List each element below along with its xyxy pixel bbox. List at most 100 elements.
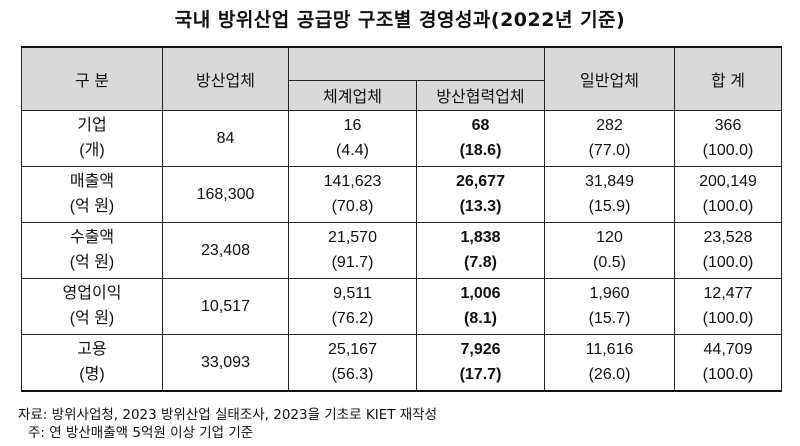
defense-cell: 23,408 bbox=[162, 221, 289, 279]
row-label-cell: 수출액 (억 원) bbox=[21, 221, 163, 279]
total-cell: 366 (100.0) bbox=[674, 109, 782, 167]
partner-cell-value: 7,926 bbox=[460, 341, 501, 358]
general-cell-sub: (77.0) bbox=[588, 142, 631, 159]
table-row: 수출액 (억 원) 23,408 21,570 (91.7) 1,838 (7.8) 120 (… bbox=[21, 221, 782, 279]
partner-cell-value: 1,006 bbox=[460, 285, 501, 302]
partner-cell: 1,006 (8.1) bbox=[416, 277, 545, 335]
general-cell-sub: (15.9) bbox=[588, 198, 631, 215]
partner-cell-value: 26,677 bbox=[456, 173, 505, 190]
general-cell-value: 11,616 bbox=[585, 341, 634, 358]
total-cell-value: 200,149 bbox=[699, 173, 757, 190]
partner-cell: 1,838 (7.8) bbox=[416, 221, 545, 279]
defense-cell: 33,093 bbox=[162, 333, 289, 391]
row-label-cell-sub: (억 원) bbox=[69, 198, 115, 215]
defense-cell: 84 bbox=[162, 109, 289, 167]
total-cell: 23,528 (100.0) bbox=[674, 221, 782, 279]
total-cell-value: 366 bbox=[714, 117, 742, 134]
header-total: 합 계 bbox=[674, 46, 782, 111]
general-cell: 1,960 (15.7) bbox=[544, 277, 675, 335]
defense-cell: 10,517 bbox=[162, 277, 289, 335]
table-row: 매출액 (억 원) 168,300 141,623 (70.8) 26,677 (13.3)… bbox=[21, 165, 782, 223]
row-label-cell: 기업 (개) bbox=[21, 109, 163, 167]
total-cell-sub: (100.0) bbox=[702, 142, 754, 159]
system-cell-value: 141,623 bbox=[323, 173, 382, 190]
row-label-cell-sub: (개) bbox=[79, 142, 105, 159]
total-cell-value: 23,528 bbox=[703, 229, 753, 246]
partner-cell-value: 68 bbox=[471, 117, 490, 134]
row-label-cell: 고용 (명) bbox=[21, 333, 163, 391]
system-cell-value: 21,570 bbox=[328, 229, 377, 246]
general-cell-sub: (0.5) bbox=[593, 254, 626, 271]
general-cell: 11,616 (26.0) bbox=[544, 333, 675, 391]
header-defense-group bbox=[288, 46, 545, 81]
system-cell-sub: (4.4) bbox=[336, 142, 369, 159]
criteria-note: 주: 연 방산매출액 5억원 이상 기업 기준 bbox=[28, 425, 254, 441]
footnotes: 자료: 방위사업청, 2023 방위산업 실태조사, 2023을 기초로 KIE… bbox=[18, 406, 437, 442]
system-cell-sub: (70.8) bbox=[331, 198, 374, 215]
defense-cell-value: 168,300 bbox=[196, 185, 255, 203]
system-cell-sub: (76.2) bbox=[331, 310, 374, 327]
defense-cell-value: 10,517 bbox=[201, 297, 250, 315]
total-cell-sub: (100.0) bbox=[702, 198, 754, 215]
system-cell: 21,570 (91.7) bbox=[288, 221, 417, 279]
row-label-cell-value: 영업이익 bbox=[62, 285, 122, 302]
general-cell-value: 120 bbox=[596, 229, 623, 246]
general-cell-sub: (26.0) bbox=[588, 366, 631, 383]
general-cell-sub: (15.7) bbox=[588, 310, 631, 327]
partner-cell: 7,926 (17.7) bbox=[416, 333, 545, 391]
general-cell: 31,849 (15.9) bbox=[544, 165, 675, 223]
total-cell-sub: (100.0) bbox=[702, 366, 754, 383]
row-label-cell-sub: (억 원) bbox=[69, 310, 115, 327]
table-title: 국내 방위산업 공급망 구조별 경영성과(2022년 기준) bbox=[174, 9, 626, 31]
partner-cell-sub: (17.7) bbox=[459, 366, 502, 383]
system-cell-value: 9,511 bbox=[333, 285, 372, 302]
total-cell: 200,149 (100.0) bbox=[674, 165, 782, 223]
general-cell-value: 1,960 bbox=[589, 285, 630, 302]
total-cell: 12,477 (100.0) bbox=[674, 277, 782, 335]
general-cell-value: 31,849 bbox=[585, 173, 634, 190]
partner-cell: 68 (18.6) bbox=[416, 109, 545, 167]
source-note: 자료: 방위사업청, 2023 방위산업 실태조사, 2023을 기초로 KIE… bbox=[18, 407, 438, 423]
partner-cell-sub: (13.3) bbox=[459, 198, 502, 215]
header-defense: 방산업체 bbox=[162, 46, 289, 111]
system-cell: 9,511 (76.2) bbox=[288, 277, 417, 335]
total-cell-sub: (100.0) bbox=[702, 254, 754, 271]
system-cell: 25,167 (56.3) bbox=[288, 333, 417, 391]
header-partner: 방산협력업체 bbox=[416, 79, 545, 111]
system-cell-sub: (91.7) bbox=[331, 254, 374, 271]
general-cell: 120 (0.5) bbox=[544, 221, 675, 279]
defense-cell-value: 23,408 bbox=[201, 241, 250, 259]
partner-cell-sub: (18.6) bbox=[459, 142, 502, 159]
row-label-cell-value: 기업 bbox=[77, 117, 107, 134]
system-cell-value: 16 bbox=[343, 117, 362, 134]
row-label-cell: 영업이익 (억 원) bbox=[21, 277, 163, 335]
partner-cell-sub: (8.1) bbox=[464, 310, 497, 327]
row-label-cell-sub: (억 원) bbox=[69, 254, 115, 271]
system-cell-sub: (56.3) bbox=[331, 366, 374, 383]
partner-cell-value: 1,838 bbox=[460, 229, 501, 246]
partner-cell: 26,677 (13.3) bbox=[416, 165, 545, 223]
total-cell-value: 12,477 bbox=[703, 285, 753, 302]
row-label-cell-value: 고용 bbox=[77, 341, 107, 358]
defense-cell-value: 33,093 bbox=[201, 353, 250, 371]
table-row: 고용 (명) 33,093 25,167 (56.3) 7,926 (17.7) 11,616… bbox=[21, 333, 782, 391]
row-label-cell: 매출액 (억 원) bbox=[21, 165, 163, 223]
defense-cell-value: 84 bbox=[216, 129, 235, 147]
system-cell: 141,623 (70.8) bbox=[288, 165, 417, 223]
table-row: 기업 (개) 84 16 (4.4) 68 (18.6) 282 (77.0) 366 (100.0… bbox=[21, 109, 782, 167]
table-row: 영업이익 (억 원) 10,517 9,511 (76.2) 1,006 (8.1) 1,96… bbox=[21, 277, 782, 335]
header-category: 구 분 bbox=[21, 46, 163, 111]
row-label-cell-value: 매출액 bbox=[69, 173, 115, 190]
total-cell: 44,709 (100.0) bbox=[674, 333, 782, 391]
general-cell-value: 282 bbox=[596, 117, 623, 134]
performance-table: 구 분 방산업체 일반업체 합 계 체계업체 방산협력업체 기업 (개) 84 16 (… bbox=[21, 46, 782, 392]
header-general: 일반업체 bbox=[544, 46, 675, 111]
header-system: 체계업체 bbox=[288, 79, 417, 111]
row-label-cell-sub: (명) bbox=[79, 366, 105, 383]
system-cell-value: 25,167 bbox=[328, 341, 377, 358]
total-cell-sub: (100.0) bbox=[702, 310, 754, 327]
defense-cell: 168,300 bbox=[162, 165, 289, 223]
partner-cell-sub: (7.8) bbox=[464, 254, 497, 271]
total-cell-value: 44,709 bbox=[703, 341, 753, 358]
row-label-cell-value: 수출액 bbox=[69, 229, 115, 246]
